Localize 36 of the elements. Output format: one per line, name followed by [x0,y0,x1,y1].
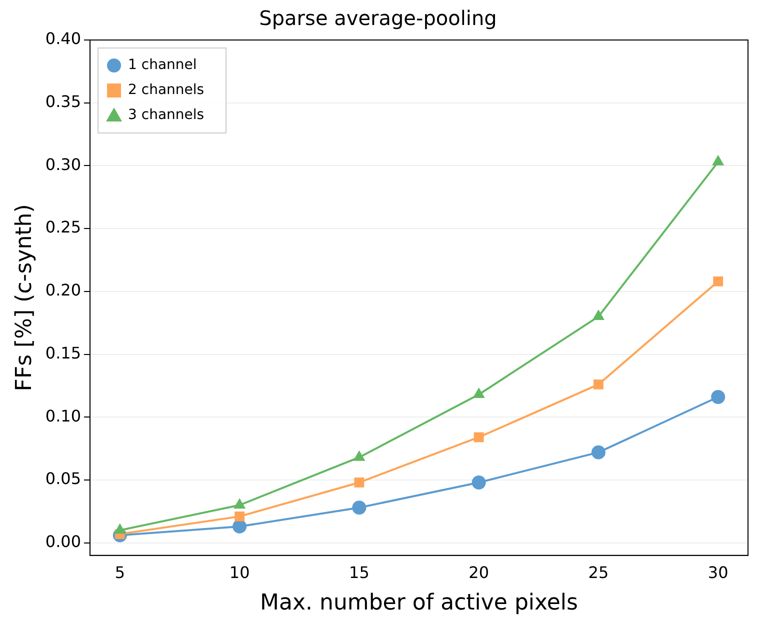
legend-label: 2 channels [128,82,204,98]
y-tick-label: 0.30 [45,154,82,174]
x-tick-label: 15 [349,563,370,582]
legend-label: 3 channels [128,107,204,124]
x-tick-label: 20 [468,563,490,582]
point [712,154,724,166]
point [352,500,366,515]
x-axis-title: Max. number of active pixels [260,590,578,616]
y-tick-label: 0.10 [45,406,82,426]
chart-title: Sparse average-pooling [259,6,497,30]
point [472,475,486,490]
y-tick-label: 0.20 [45,280,82,300]
point [353,450,366,461]
x-tick-label: 30 [708,563,728,582]
point [354,478,364,488]
y-tick-label: 0.05 [45,469,82,488]
point [232,519,247,534]
x-tick-label: 25 [588,563,609,582]
point [592,310,605,320]
point [234,511,245,522]
y-tick-label: 0.25 [45,218,82,237]
legend-label: 1 channel [128,57,197,74]
y-tick-label: 0.15 [45,343,82,362]
y-tick-label: 0.35 [45,92,82,112]
x-tick-label: 10 [229,563,250,582]
point [713,276,724,286]
point [472,387,485,398]
y-tick-label: 0.00 [45,532,82,551]
point [711,390,726,404]
y-tick-label: 0.40 [45,29,82,48]
x-tick-label: 5 [114,563,126,582]
point [234,498,246,509]
y-axis-title: FFs [%] (c-synth) [12,204,37,392]
point [594,379,604,390]
point [591,445,606,460]
point [474,432,484,442]
